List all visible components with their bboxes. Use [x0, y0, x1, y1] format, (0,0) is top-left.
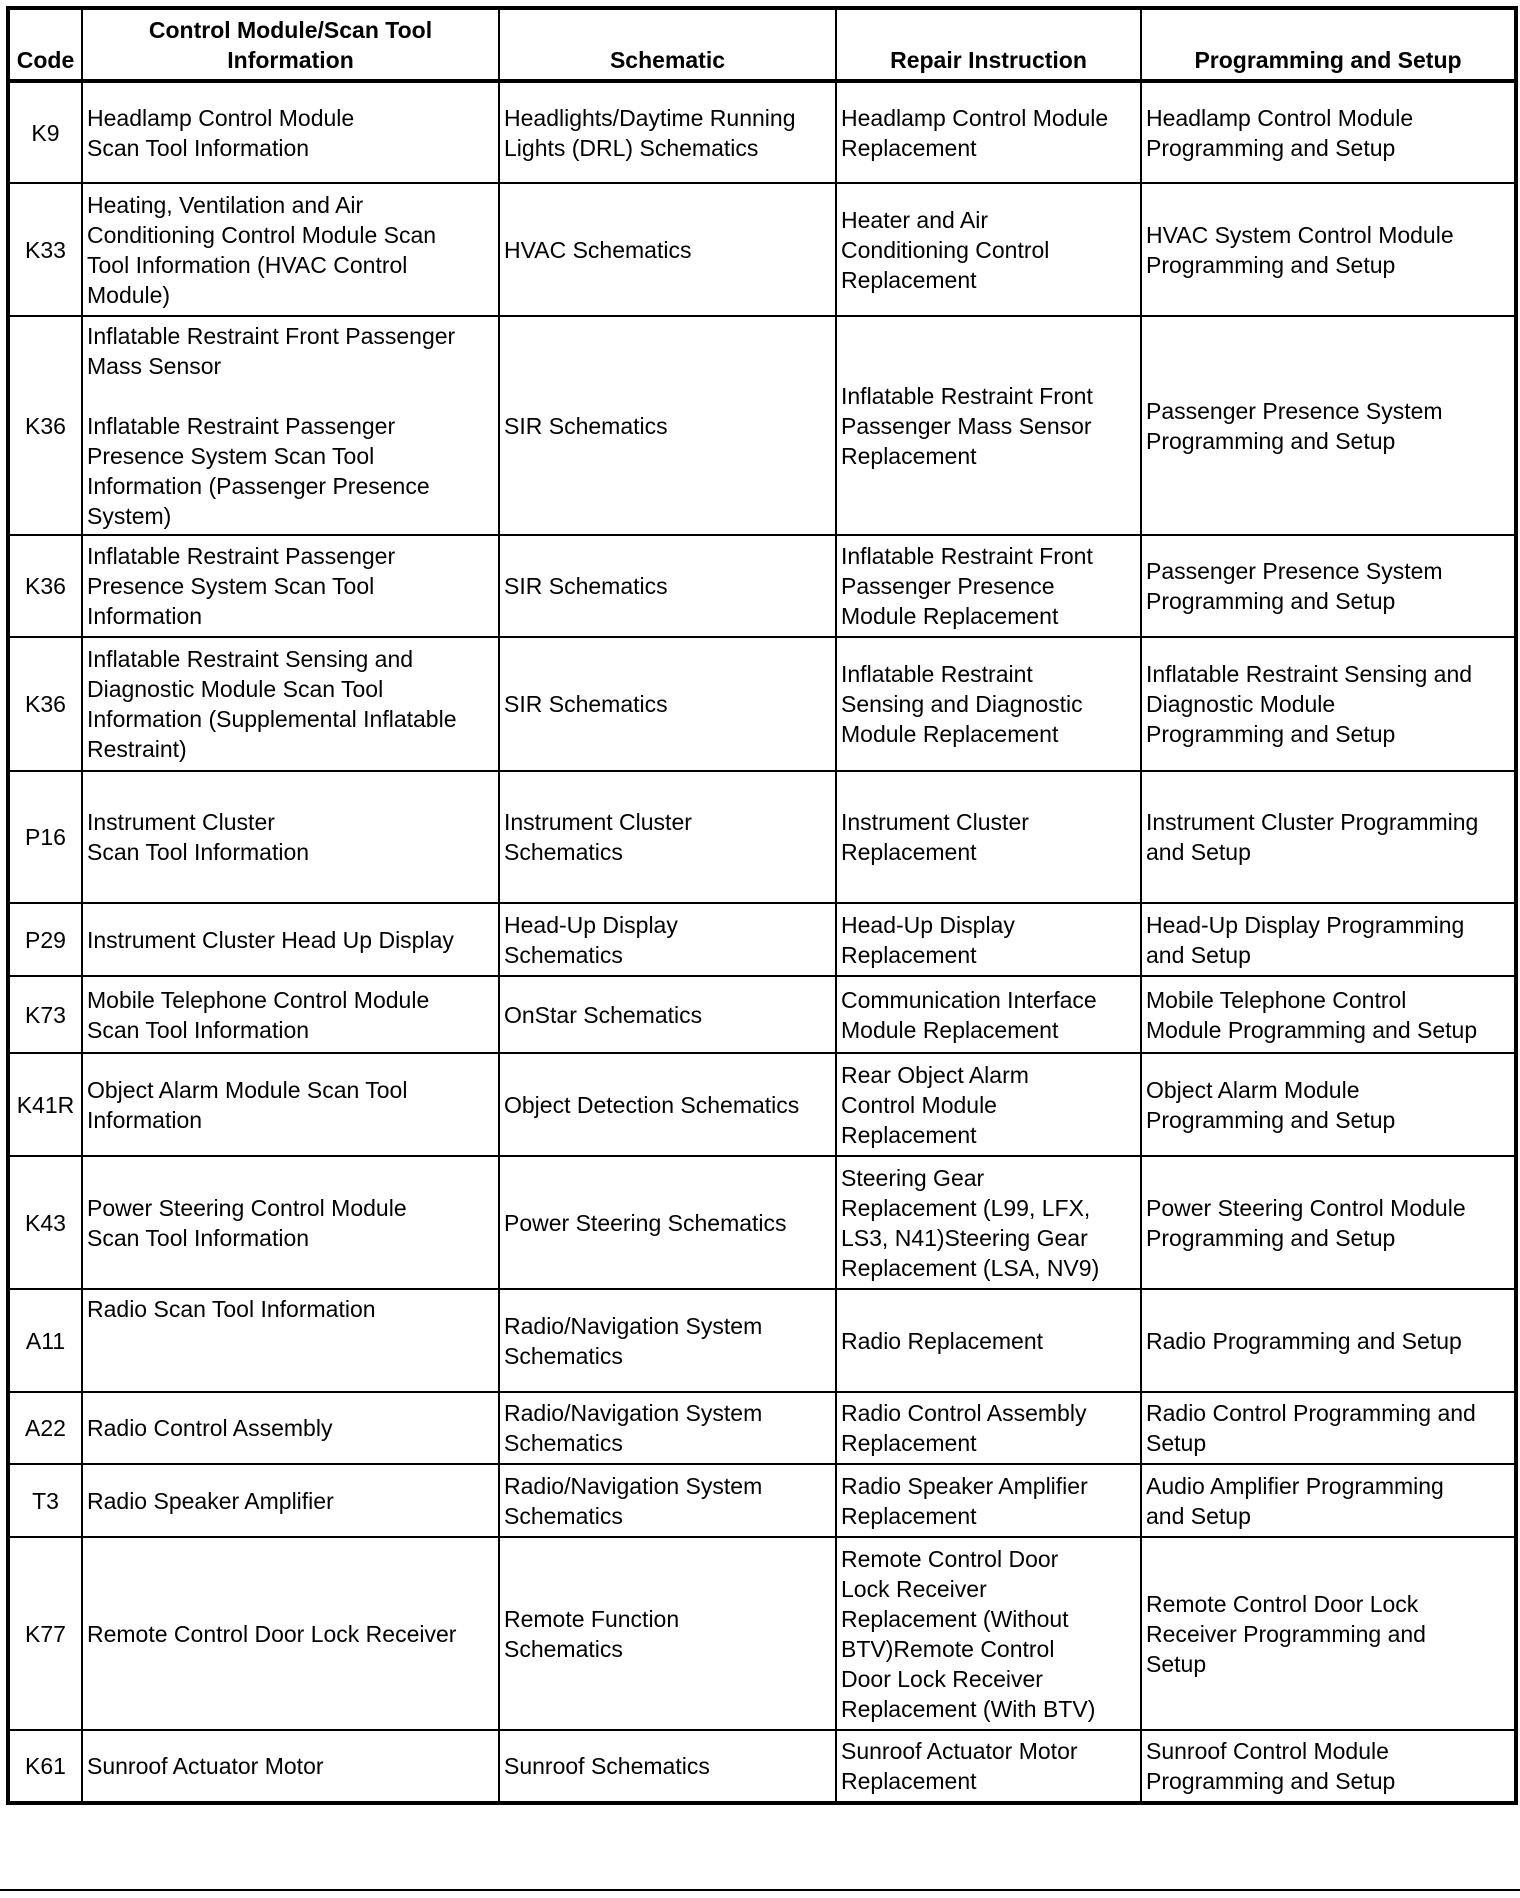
cell-repair: Remote Control Door Lock Receiver Replac…: [835, 1536, 1142, 1731]
table-row: K61 Sunroof Actuator Motor Sunroof Schemat…: [7, 1729, 1517, 1804]
cell-code: K9: [7, 80, 83, 184]
cell-code: T3: [7, 1463, 83, 1538]
cell-module: Inflatable Restraint Passenger Presence …: [81, 534, 500, 638]
cell-code: K41R: [7, 1052, 83, 1157]
table-row: K33 Heating, Ventilation and Air Conditio…: [7, 182, 1517, 317]
header-row: Code Control Module/Scan Tool Informatio…: [7, 7, 1517, 82]
cell-schematic: Instrument Cluster Schematics: [498, 770, 837, 904]
cell-programming: Headlamp Control Module Programming and …: [1140, 80, 1517, 184]
cell-module: Power Steering Control Module Scan Tool …: [81, 1155, 500, 1290]
cell-schematic: Object Detection Schematics: [498, 1052, 837, 1157]
cell-programming: Remote Control Door Lock Receiver Progra…: [1140, 1536, 1517, 1731]
table-row: A22 Radio Control Assembly Radio/Navigatio…: [7, 1391, 1517, 1465]
cell-code: K73: [7, 975, 83, 1054]
cell-repair: Headlamp Control Module Replacement: [835, 80, 1142, 184]
cell-repair: Radio Replacement: [835, 1288, 1142, 1393]
cell-code: K33: [7, 182, 83, 317]
cell-code: K36: [7, 534, 83, 638]
header-programming: Programming and Setup: [1140, 7, 1517, 82]
cell-module: Sunroof Actuator Motor: [81, 1729, 500, 1804]
header-module: Control Module/Scan Tool Information: [81, 7, 500, 82]
cell-module: Remote Control Door Lock Receiver: [81, 1536, 500, 1731]
header-code: Code: [7, 7, 83, 82]
cell-repair: Sunroof Actuator Motor Replacement: [835, 1729, 1142, 1804]
cell-schematic: Radio/Navigation System Schematics: [498, 1391, 837, 1465]
header-schematic: Schematic: [498, 7, 837, 82]
cell-code: K36: [7, 315, 83, 536]
cell-repair: Inflatable Restraint Front Passenger Pre…: [835, 534, 1142, 638]
cell-code: A22: [7, 1391, 83, 1465]
cell-schematic: Radio/Navigation System Schematics: [498, 1288, 837, 1393]
cell-module: Inflatable Restraint Sensing and Diagnos…: [81, 636, 500, 772]
cell-programming: Radio Programming and Setup: [1140, 1288, 1517, 1393]
cell-module: Radio Speaker Amplifier: [81, 1463, 500, 1538]
table-body: K9 Headlamp Control Module Scan Tool Info…: [7, 80, 1517, 1804]
cell-repair: Inflatable Restraint Sensing and Diagnos…: [835, 636, 1142, 772]
cell-code: P16: [7, 770, 83, 904]
cell-repair: Radio Control Assembly Replacement: [835, 1391, 1142, 1465]
cell-schematic: OnStar Schematics: [498, 975, 837, 1054]
table-row: T3 Radio Speaker Amplifier Radio/Navigatio…: [7, 1463, 1517, 1538]
cell-schematic: SIR Schematics: [498, 534, 837, 638]
cell-repair: Heater and Air Conditioning Control Repl…: [835, 182, 1142, 317]
cell-module: Heating, Ventilation and Air Conditionin…: [81, 182, 500, 317]
table-row: K73 Mobile Telephone Control Module Scan …: [7, 975, 1517, 1054]
cell-programming: Object Alarm Module Programming and Setu…: [1140, 1052, 1517, 1157]
table-row: A11 Radio Scan Tool Information Radio/Navi…: [7, 1288, 1517, 1393]
cell-repair: Steering Gear Replacement (L99, LFX, LS3…: [835, 1155, 1142, 1290]
cell-repair: Rear Object Alarm Control Module Replace…: [835, 1052, 1142, 1157]
cell-programming: Mobile Telephone Control Module Programm…: [1140, 975, 1517, 1054]
cell-module: Mobile Telephone Control Module Scan Too…: [81, 975, 500, 1054]
cell-module: Radio Scan Tool Information: [81, 1288, 500, 1393]
table-row: K9 Headlamp Control Module Scan Tool Info…: [7, 80, 1517, 184]
cell-schematic: Headlights/Daytime Running Lights (DRL) …: [498, 80, 837, 184]
cell-programming: Head-Up Display Programming and Setup: [1140, 902, 1517, 977]
cell-schematic: Power Steering Schematics: [498, 1155, 837, 1290]
cell-module: Object Alarm Module Scan Tool Informatio…: [81, 1052, 500, 1157]
cell-programming: Inflatable Restraint Sensing and Diagnos…: [1140, 636, 1517, 772]
cell-module: Headlamp Control Module Scan Tool Inform…: [81, 80, 500, 184]
cell-module: Instrument Cluster Scan Tool Information: [81, 770, 500, 904]
cell-repair: Radio Speaker Amplifier Replacement: [835, 1463, 1142, 1538]
cell-programming: HVAC System Control Module Programming a…: [1140, 182, 1517, 317]
table-row: K36 Inflatable Restraint Passenger Presen…: [7, 534, 1517, 638]
control-module-reference-table: Code Control Module/Scan Tool Informatio…: [6, 6, 1518, 1805]
table-row: P29 Instrument Cluster Head Up Display Hea…: [7, 902, 1517, 977]
cell-programming: Passenger Presence System Programming an…: [1140, 534, 1517, 638]
cell-code: K43: [7, 1155, 83, 1290]
table-row: K43 Power Steering Control Module Scan To…: [7, 1155, 1517, 1290]
footer-divider: [0, 1889, 1520, 1891]
cell-repair: Inflatable Restraint Front Passenger Mas…: [835, 315, 1142, 536]
cell-code: A11: [7, 1288, 83, 1393]
table-row: K36 Inflatable Restraint Sensing and Diag…: [7, 636, 1517, 772]
cell-programming: Sunroof Control Module Programming and S…: [1140, 1729, 1517, 1804]
cell-code: K61: [7, 1729, 83, 1804]
cell-programming: Passenger Presence System Programming an…: [1140, 315, 1517, 536]
table-row: K77 Remote Control Door Lock Receiver Remo…: [7, 1536, 1517, 1731]
cell-repair: Head-Up Display Replacement: [835, 902, 1142, 977]
header-repair: Repair Instruction: [835, 7, 1142, 82]
cell-module: Instrument Cluster Head Up Display: [81, 902, 500, 977]
cell-schematic: Remote Function Schematics: [498, 1536, 837, 1731]
table-row: P16 Instrument Cluster Scan Tool Informat…: [7, 770, 1517, 904]
cell-code: K77: [7, 1536, 83, 1731]
cell-programming: Radio Control Programming and Setup: [1140, 1391, 1517, 1465]
cell-programming: Audio Amplifier Programming and Setup: [1140, 1463, 1517, 1538]
cell-schematic: Sunroof Schematics: [498, 1729, 837, 1804]
cell-code: P29: [7, 902, 83, 977]
cell-code: K36: [7, 636, 83, 772]
cell-repair: Communication Interface Module Replaceme…: [835, 975, 1142, 1054]
table-row: K36 Inflatable Restraint Front Passenger …: [7, 315, 1517, 536]
table-row: K41R Object Alarm Module Scan Tool Inform…: [7, 1052, 1517, 1157]
cell-schematic: Radio/Navigation System Schematics: [498, 1463, 837, 1538]
cell-schematic: SIR Schematics: [498, 315, 837, 536]
cell-schematic: HVAC Schematics: [498, 182, 837, 317]
cell-schematic: Head-Up Display Schematics: [498, 902, 837, 977]
cell-module: Inflatable Restraint Front Passenger Mas…: [81, 315, 500, 536]
cell-programming: Power Steering Control Module Programmin…: [1140, 1155, 1517, 1290]
cell-programming: Instrument Cluster Programming and Setup: [1140, 770, 1517, 904]
cell-schematic: SIR Schematics: [498, 636, 837, 772]
cell-module: Radio Control Assembly: [81, 1391, 500, 1465]
cell-repair: Instrument Cluster Replacement: [835, 770, 1142, 904]
